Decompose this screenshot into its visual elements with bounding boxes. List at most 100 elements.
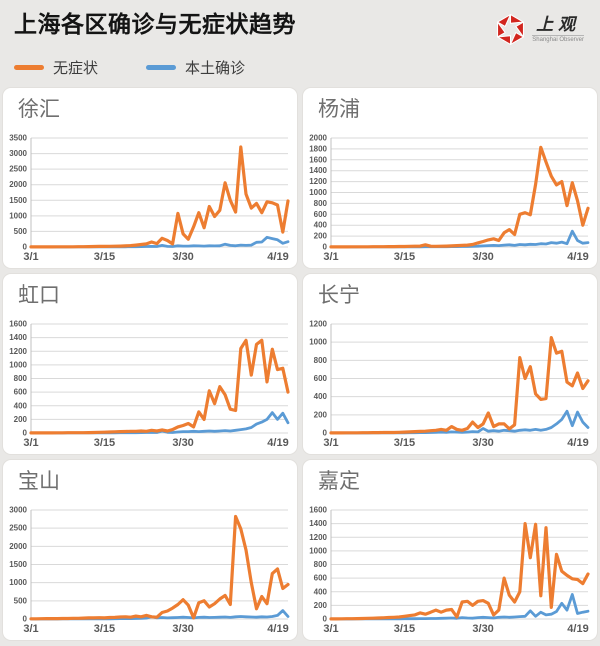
chart-grid: 徐汇 0 500 1000 1500 2000 2500 3000 3500 3/1 3/15 3/… [0, 87, 600, 641]
svg-text:3/30: 3/30 [472, 437, 493, 449]
svg-text:500: 500 [14, 596, 28, 605]
confirmed-line-swatch [146, 65, 177, 70]
svg-text:1600: 1600 [309, 506, 327, 515]
svg-text:3/1: 3/1 [323, 251, 338, 263]
svg-text:0: 0 [323, 429, 328, 438]
svg-text:3500: 3500 [9, 134, 27, 143]
svg-text:4/19: 4/19 [267, 437, 288, 449]
svg-text:0: 0 [323, 615, 328, 624]
line-chart-xuhui: 0 500 1000 1500 2000 2500 3000 3500 3/1 3/15 3/30 4… [3, 127, 297, 267]
svg-text:1000: 1000 [309, 188, 327, 197]
svg-text:3/15: 3/15 [94, 623, 115, 635]
legend-label: 无症状 [53, 60, 99, 77]
line-chart-baoshan: 0 500 1000 1500 2000 2500 3000 3/1 3/15 3/30 4/19 [3, 499, 297, 639]
svg-text:400: 400 [314, 392, 328, 401]
legend-item-confirmed: 本土确诊 [146, 57, 245, 78]
svg-text:2500: 2500 [9, 165, 27, 174]
svg-text:1400: 1400 [309, 519, 327, 528]
svg-text:1000: 1000 [9, 211, 27, 220]
svg-text:1200: 1200 [309, 320, 327, 329]
legend-label: 本土确诊 [185, 60, 246, 77]
svg-text:3/1: 3/1 [323, 623, 338, 635]
publisher-logo: 上观 Shanghai Observer [494, 13, 584, 46]
svg-text:2500: 2500 [9, 524, 27, 533]
svg-text:200: 200 [314, 410, 328, 419]
svg-text:1500: 1500 [9, 560, 27, 569]
svg-text:400: 400 [314, 587, 328, 596]
chart-legend: 无症状 本土确诊 [14, 57, 586, 78]
svg-text:500: 500 [14, 227, 28, 236]
svg-text:1000: 1000 [309, 546, 327, 555]
svg-text:1200: 1200 [9, 347, 27, 356]
svg-text:3/15: 3/15 [94, 437, 115, 449]
svg-text:4/19: 4/19 [267, 251, 288, 263]
svg-text:3/15: 3/15 [394, 251, 415, 263]
svg-text:800: 800 [314, 560, 328, 569]
svg-text:0: 0 [323, 243, 328, 252]
svg-text:600: 600 [314, 210, 328, 219]
svg-text:1400: 1400 [9, 333, 27, 342]
logo-name-cn: 上观 [536, 15, 581, 36]
svg-text:1600: 1600 [9, 320, 27, 329]
chart-card-xuhui: 徐汇 0 500 1000 1500 2000 2500 3000 3500 3/1 3/15 3/… [2, 87, 298, 269]
svg-text:1000: 1000 [309, 338, 327, 347]
svg-text:200: 200 [14, 415, 28, 424]
line-chart-jiading: 0 200 400 600 800 1000 1200 1400 1600 3/1 3/15 3/30… [303, 499, 597, 639]
svg-text:3/15: 3/15 [394, 623, 415, 635]
chart-card-baoshan: 宝山 0 500 1000 1500 2000 2500 3000 3/1 3/15 3/30 4/… [2, 459, 298, 641]
svg-text:3/1: 3/1 [323, 437, 338, 449]
svg-text:0: 0 [23, 429, 28, 438]
logo-text: 上观 Shanghai Observer [532, 16, 584, 43]
svg-text:400: 400 [314, 221, 328, 230]
svg-text:4/19: 4/19 [567, 437, 588, 449]
svg-text:1800: 1800 [309, 144, 327, 153]
svg-text:600: 600 [14, 388, 28, 397]
legend-item-asymptomatic: 无症状 [14, 57, 98, 78]
line-chart-yangpu: 0 200 400 600 800 1000 1200 1400 1600 1800 2000 3/1… [303, 127, 597, 267]
svg-text:1200: 1200 [309, 177, 327, 186]
svg-text:3/30: 3/30 [172, 623, 193, 635]
chart-card-yangpu: 杨浦 0 200 400 600 800 1000 1200 1400 1600 1800 2000… [302, 87, 598, 269]
svg-text:1500: 1500 [9, 196, 27, 205]
svg-text:3/30: 3/30 [472, 251, 493, 263]
svg-text:2000: 2000 [9, 180, 27, 189]
svg-text:0: 0 [23, 615, 28, 624]
page-header: 上海各区确诊与无症状趋势 上观 Shanghai Observer [0, 0, 600, 87]
svg-text:1000: 1000 [9, 578, 27, 587]
asymptomatic-line-swatch [14, 65, 44, 70]
chart-card-changning: 长宁 0 200 400 600 800 1000 1200 3/1 3/15 3/30 4/19 [302, 273, 598, 455]
chart-title: 宝山 [18, 470, 60, 493]
svg-text:800: 800 [14, 374, 28, 383]
chart-card-hongkou: 虹口 0 200 400 600 800 1000 1200 1400 1600 3/1 3/15 3… [2, 273, 298, 455]
svg-text:800: 800 [314, 199, 328, 208]
page-title: 上海各区确诊与无症状趋势 [14, 11, 296, 37]
svg-text:200: 200 [314, 601, 328, 610]
chart-title: 长宁 [318, 284, 360, 307]
shanghai-observer-pinwheel-icon [494, 13, 527, 46]
svg-text:2000: 2000 [309, 134, 327, 143]
chart-card-jiading: 嘉定 0 200 400 600 800 1000 1200 1400 1600 3/1 3/15 3… [302, 459, 598, 641]
svg-text:600: 600 [314, 374, 328, 383]
chart-title: 徐汇 [18, 98, 60, 121]
svg-text:3000: 3000 [9, 149, 27, 158]
svg-text:1000: 1000 [9, 360, 27, 369]
svg-text:3000: 3000 [9, 506, 27, 515]
svg-text:3/15: 3/15 [94, 251, 115, 263]
chart-title: 杨浦 [318, 98, 360, 121]
line-chart-changning: 0 200 400 600 800 1000 1200 3/1 3/15 3/30 4/19 [303, 313, 597, 453]
svg-text:3/30: 3/30 [172, 251, 193, 263]
logo-name-en: Shanghai Observer [532, 34, 584, 43]
svg-text:3/15: 3/15 [394, 437, 415, 449]
chart-title: 嘉定 [318, 470, 360, 493]
svg-text:2000: 2000 [9, 542, 27, 551]
svg-text:4/19: 4/19 [567, 623, 588, 635]
svg-text:4/19: 4/19 [267, 623, 288, 635]
line-chart-hongkou: 0 200 400 600 800 1000 1200 1400 1600 3/1 3/15 3/30… [3, 313, 297, 453]
svg-text:800: 800 [314, 356, 328, 365]
svg-text:3/30: 3/30 [172, 437, 193, 449]
svg-text:0: 0 [23, 243, 28, 252]
svg-text:400: 400 [14, 401, 28, 410]
svg-text:3/30: 3/30 [472, 623, 493, 635]
svg-text:200: 200 [314, 232, 328, 241]
chart-title: 虹口 [18, 284, 60, 307]
